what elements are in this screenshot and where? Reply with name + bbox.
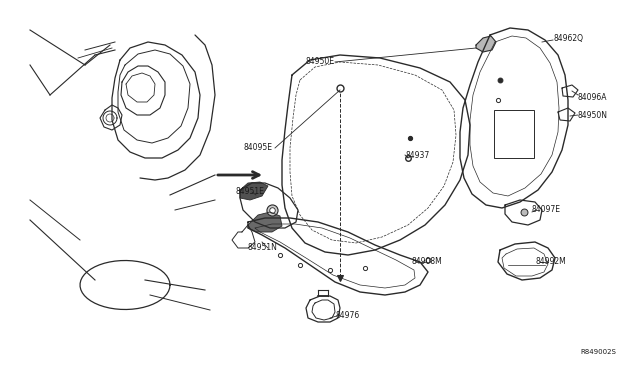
Bar	[494, 110, 534, 158]
Text: 84951N: 84951N	[248, 244, 278, 253]
Text: 84908M: 84908M	[412, 257, 443, 266]
Text: 84096A: 84096A	[578, 93, 607, 103]
Text: 84962Q: 84962Q	[553, 33, 583, 42]
Text: 84992M: 84992M	[535, 257, 566, 266]
Polygon shape	[240, 182, 268, 200]
Polygon shape	[248, 212, 282, 232]
Polygon shape	[476, 36, 496, 52]
Text: 84097E: 84097E	[532, 205, 561, 215]
Text: 84951E: 84951E	[236, 187, 265, 196]
Text: 84976: 84976	[335, 311, 359, 320]
Text: 84095E: 84095E	[244, 144, 273, 153]
Text: R849002S: R849002S	[580, 349, 616, 355]
Text: 84950N: 84950N	[578, 110, 608, 119]
Text: 84950E: 84950E	[306, 58, 335, 67]
Text: 84937: 84937	[405, 151, 429, 160]
